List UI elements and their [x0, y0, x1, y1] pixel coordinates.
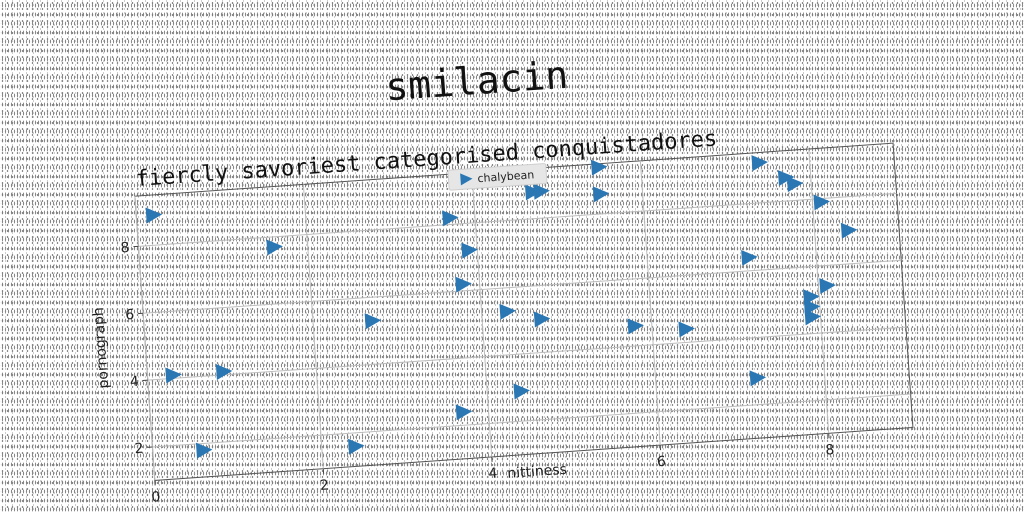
data-point [627, 318, 644, 335]
x-tick-label: 8 [825, 442, 835, 459]
plot-area [134, 142, 914, 481]
data-point [786, 176, 804, 193]
data-point [741, 249, 758, 266]
y-axis-label: pornograph [91, 307, 113, 389]
x-tick-label: 4 [488, 466, 498, 483]
data-point [499, 303, 516, 320]
data-point [840, 222, 858, 239]
data-point [524, 184, 542, 201]
series-points [145, 155, 858, 459]
x-tick-label: 2 [319, 477, 329, 494]
data-point [513, 383, 530, 400]
data-point [165, 367, 182, 384]
y-tick-label: 6 [125, 307, 135, 324]
data-point [145, 207, 163, 224]
x-tick-label: 0 [151, 489, 161, 506]
data-point [749, 370, 767, 387]
data-point [590, 159, 608, 176]
x-axis-label: nittiness [507, 462, 568, 482]
x-axis: 0 2 4 6 8 [151, 433, 835, 506]
data-point [678, 321, 695, 338]
data-point [592, 186, 610, 203]
y-axis: 2 4 6 8 [120, 240, 153, 458]
data-point [455, 404, 473, 421]
data-point [819, 278, 836, 295]
data-point [533, 311, 551, 328]
chart-title: smilacin [384, 53, 570, 110]
y-tick-label: 8 [120, 240, 130, 257]
y-tick-label: 4 [129, 374, 139, 391]
x-tick-label: 6 [656, 454, 666, 471]
grid [134, 148, 911, 481]
data-point [455, 276, 472, 293]
y-gridline [138, 192, 897, 247]
y-gridline [147, 326, 906, 381]
data-point [348, 438, 365, 455]
x-gridline [639, 160, 661, 446]
x-gridline [302, 184, 324, 469]
data-point [751, 155, 768, 172]
data-point [442, 210, 459, 227]
y-gridline [143, 259, 902, 314]
data-point [804, 309, 822, 326]
legend-marker [460, 173, 473, 186]
x-gridline [134, 196, 156, 481]
data-point [364, 313, 382, 330]
legend-label: chalybean [477, 168, 535, 185]
data-point [777, 170, 795, 187]
data-point [533, 183, 550, 200]
y-gridline [152, 393, 911, 448]
data-point [461, 242, 478, 259]
data-point [215, 363, 233, 380]
y-tick-label: 2 [134, 441, 144, 458]
x-gridline [808, 148, 830, 434]
data-point [813, 194, 830, 211]
data-point [266, 239, 283, 256]
data-point [195, 442, 213, 459]
x-gridline [471, 172, 493, 457]
legend: chalybean [447, 163, 548, 191]
legend-box [447, 163, 548, 191]
chart-subtitle: fiercly savoriest categorised conquistad… [135, 126, 718, 192]
